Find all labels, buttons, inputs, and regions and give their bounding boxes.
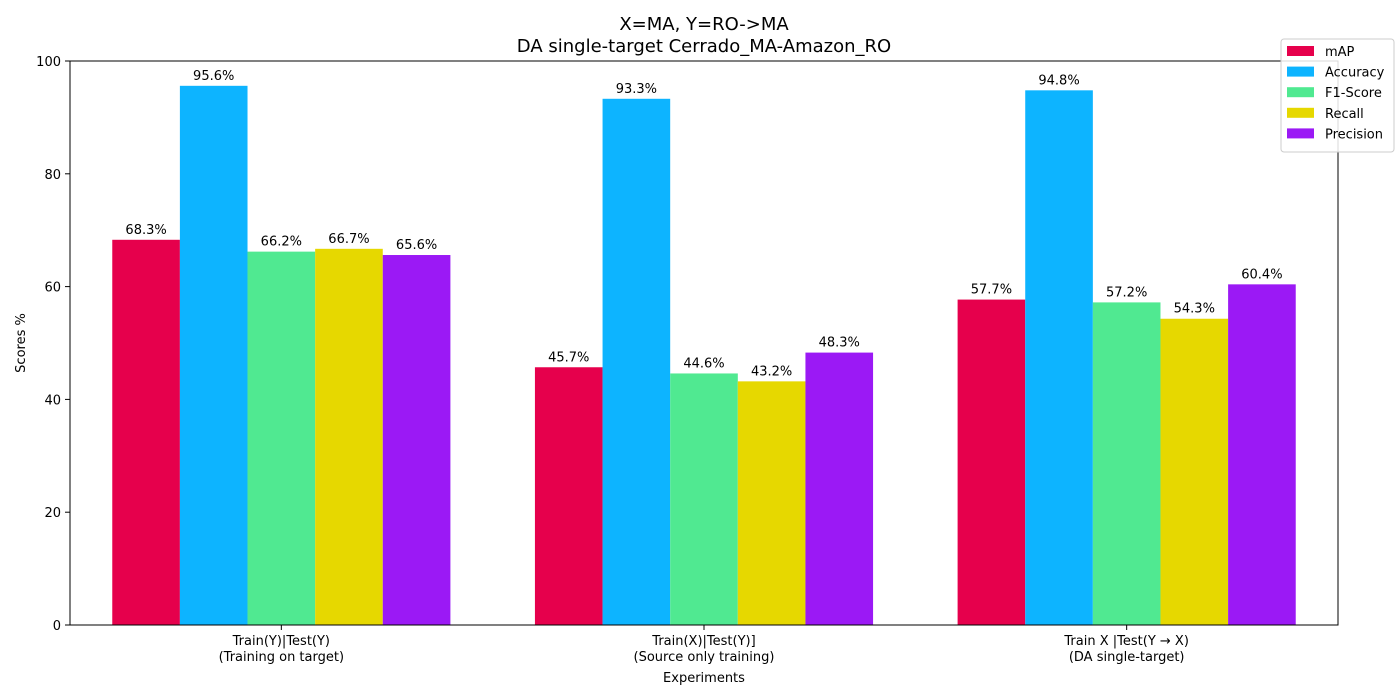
bar-recall-0: [315, 248, 383, 625]
legend-label: mAP: [1325, 45, 1355, 60]
bar-value-label: 60.4%: [1241, 267, 1282, 282]
bar-value-label: 65.6%: [396, 238, 437, 253]
bar-f1-score-2: [1092, 302, 1161, 625]
legend-swatch-recall: [1287, 107, 1314, 118]
legend-swatch-precision: [1287, 128, 1314, 139]
legend-label: F1-Score: [1325, 86, 1382, 101]
bar-value-label: 44.6%: [683, 356, 724, 371]
bar-map-2: [957, 299, 1026, 625]
bar-value-label: 57.2%: [1106, 285, 1147, 300]
y-tick-label: 0: [53, 619, 61, 634]
bar-value-label: 93.3%: [616, 82, 657, 97]
x-tick-label: Train(X)|Test(Y)]: [651, 634, 755, 649]
bar-accuracy-2: [1025, 90, 1093, 625]
bar-value-label: 66.2%: [261, 235, 302, 250]
bar-accuracy-1: [602, 98, 671, 625]
x-tick-label: (Source only training): [634, 650, 775, 665]
bar-value-label: 43.2%: [751, 364, 792, 379]
bar-recall-2: [1160, 318, 1229, 625]
bar-value-label: 54.3%: [1174, 302, 1215, 317]
legend-swatch-map: [1287, 46, 1314, 56]
bar-map-0: [112, 239, 180, 625]
legend-swatch-f1-score: [1287, 87, 1314, 98]
x-axis-label: Experiments: [663, 671, 745, 686]
bar-value-label: 95.6%: [193, 69, 234, 84]
bar-f1-score-1: [670, 373, 738, 625]
x-axis: Train(Y)|Test(Y)(Training on target) Trai…: [219, 625, 1189, 665]
y-tick-label: 40: [44, 393, 61, 408]
chart-subtitle: DA single-target Cerrado_MA-Amazon_RO: [517, 36, 891, 57]
bar-precision-2: [1228, 284, 1296, 625]
legend-label: Recall: [1325, 107, 1364, 122]
y-axis-label: Scores %: [14, 313, 29, 373]
chart-title: X=MA, Y=RO->MA: [619, 14, 789, 35]
bar-recall-1: [737, 381, 806, 625]
y-tick-label: 100: [36, 55, 61, 70]
bar-map-1: [534, 367, 603, 625]
legend-swatch-accuracy: [1287, 66, 1314, 77]
y-tick-label: 60: [44, 281, 61, 296]
bar-value-label: 57.7%: [971, 283, 1012, 298]
bar-value-label: 48.3%: [819, 336, 860, 351]
y-tick-label: 20: [44, 506, 61, 521]
y-axis: 0 20 40 60 80 100: [36, 55, 70, 634]
bar-accuracy-0: [179, 85, 248, 626]
bar-f1-score-0: [247, 251, 316, 625]
bar-value-label: 94.8%: [1038, 73, 1079, 88]
bar-precision-1: [805, 352, 874, 625]
bar-value-label: 68.3%: [125, 223, 166, 238]
bar-precision-0: [382, 255, 451, 626]
bar-value-label: 66.7%: [328, 232, 369, 247]
legend-label: Precision: [1325, 127, 1383, 142]
legend-label: Accuracy: [1325, 66, 1385, 81]
y-tick-label: 80: [44, 168, 61, 183]
x-tick-label: Train X |Test(Y → X): [1063, 634, 1189, 649]
bar-labels-group: 68.3% 45.7% 57.7% 95.6% 93.3% 94.8% 66.2% 44.6%…: [125, 69, 1282, 380]
x-tick-label: (Training on target): [219, 650, 344, 665]
bar-value-label: 45.7%: [548, 350, 589, 365]
x-tick-label: (DA single-target): [1069, 650, 1185, 665]
legend: mAP Accuracy F1-Score Recall Precision: [1280, 38, 1395, 153]
x-tick-label: Train(Y)|Test(Y): [232, 634, 330, 649]
bars-group: [112, 85, 1296, 626]
